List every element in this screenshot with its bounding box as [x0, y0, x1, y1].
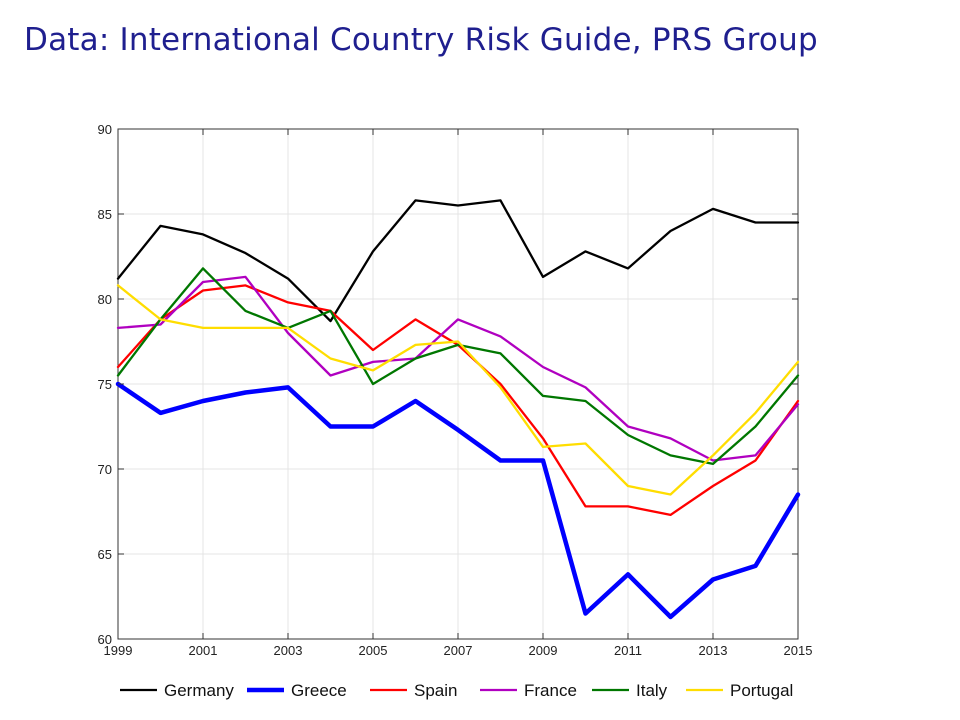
y-tick-label: 60 — [98, 632, 112, 647]
series-lines — [115, 199, 801, 620]
legend-label: Spain — [414, 681, 457, 700]
x-tick-label: 2013 — [699, 643, 728, 658]
slide-title: Data: International Country Risk Guide, … — [24, 22, 818, 58]
series-line-france — [116, 275, 800, 462]
y-tick-label: 90 — [98, 122, 112, 137]
y-tick-label: 85 — [98, 207, 112, 222]
series-line-italy — [116, 267, 800, 466]
axis-ticks: 1999 2001 2003 2005 2007 2009 2011 2013 2015 60 65… — [98, 122, 813, 658]
legend-label: Italy — [636, 681, 668, 700]
x-tick-label: 1999 — [104, 643, 133, 658]
legend-label: Portugal — [730, 681, 793, 700]
series-line-portugal — [116, 284, 800, 496]
legend-label: Greece — [291, 681, 347, 700]
legend-item-portugal: Portugal — [686, 681, 793, 700]
legend-item-italy: Italy — [592, 681, 668, 700]
x-tick-label: 2001 — [189, 643, 218, 658]
legend-item-greece: Greece — [247, 681, 347, 700]
series-line-greece — [115, 381, 801, 620]
legend-item-spain: Spain — [370, 681, 457, 700]
legend-item-germany: Germany — [120, 681, 234, 700]
y-tick-label: 70 — [98, 462, 112, 477]
x-tick-label: 2011 — [614, 643, 642, 658]
series-line-germany — [116, 199, 800, 323]
y-tick-label: 80 — [98, 292, 112, 307]
legend-item-france: France — [480, 681, 577, 700]
x-tick-label: 2003 — [274, 643, 303, 658]
legend-label: Germany — [164, 681, 234, 700]
x-tick-label: 2015 — [784, 643, 813, 658]
y-tick-label: 65 — [98, 547, 112, 562]
x-tick-label: 2009 — [529, 643, 558, 658]
y-tick-label: 75 — [98, 377, 112, 392]
legend: Germany Greece Spain France Italy Portugal — [120, 681, 793, 700]
x-tick-label: 2005 — [359, 643, 388, 658]
x-tick-label: 2007 — [444, 643, 473, 658]
legend-label: France — [524, 681, 577, 700]
